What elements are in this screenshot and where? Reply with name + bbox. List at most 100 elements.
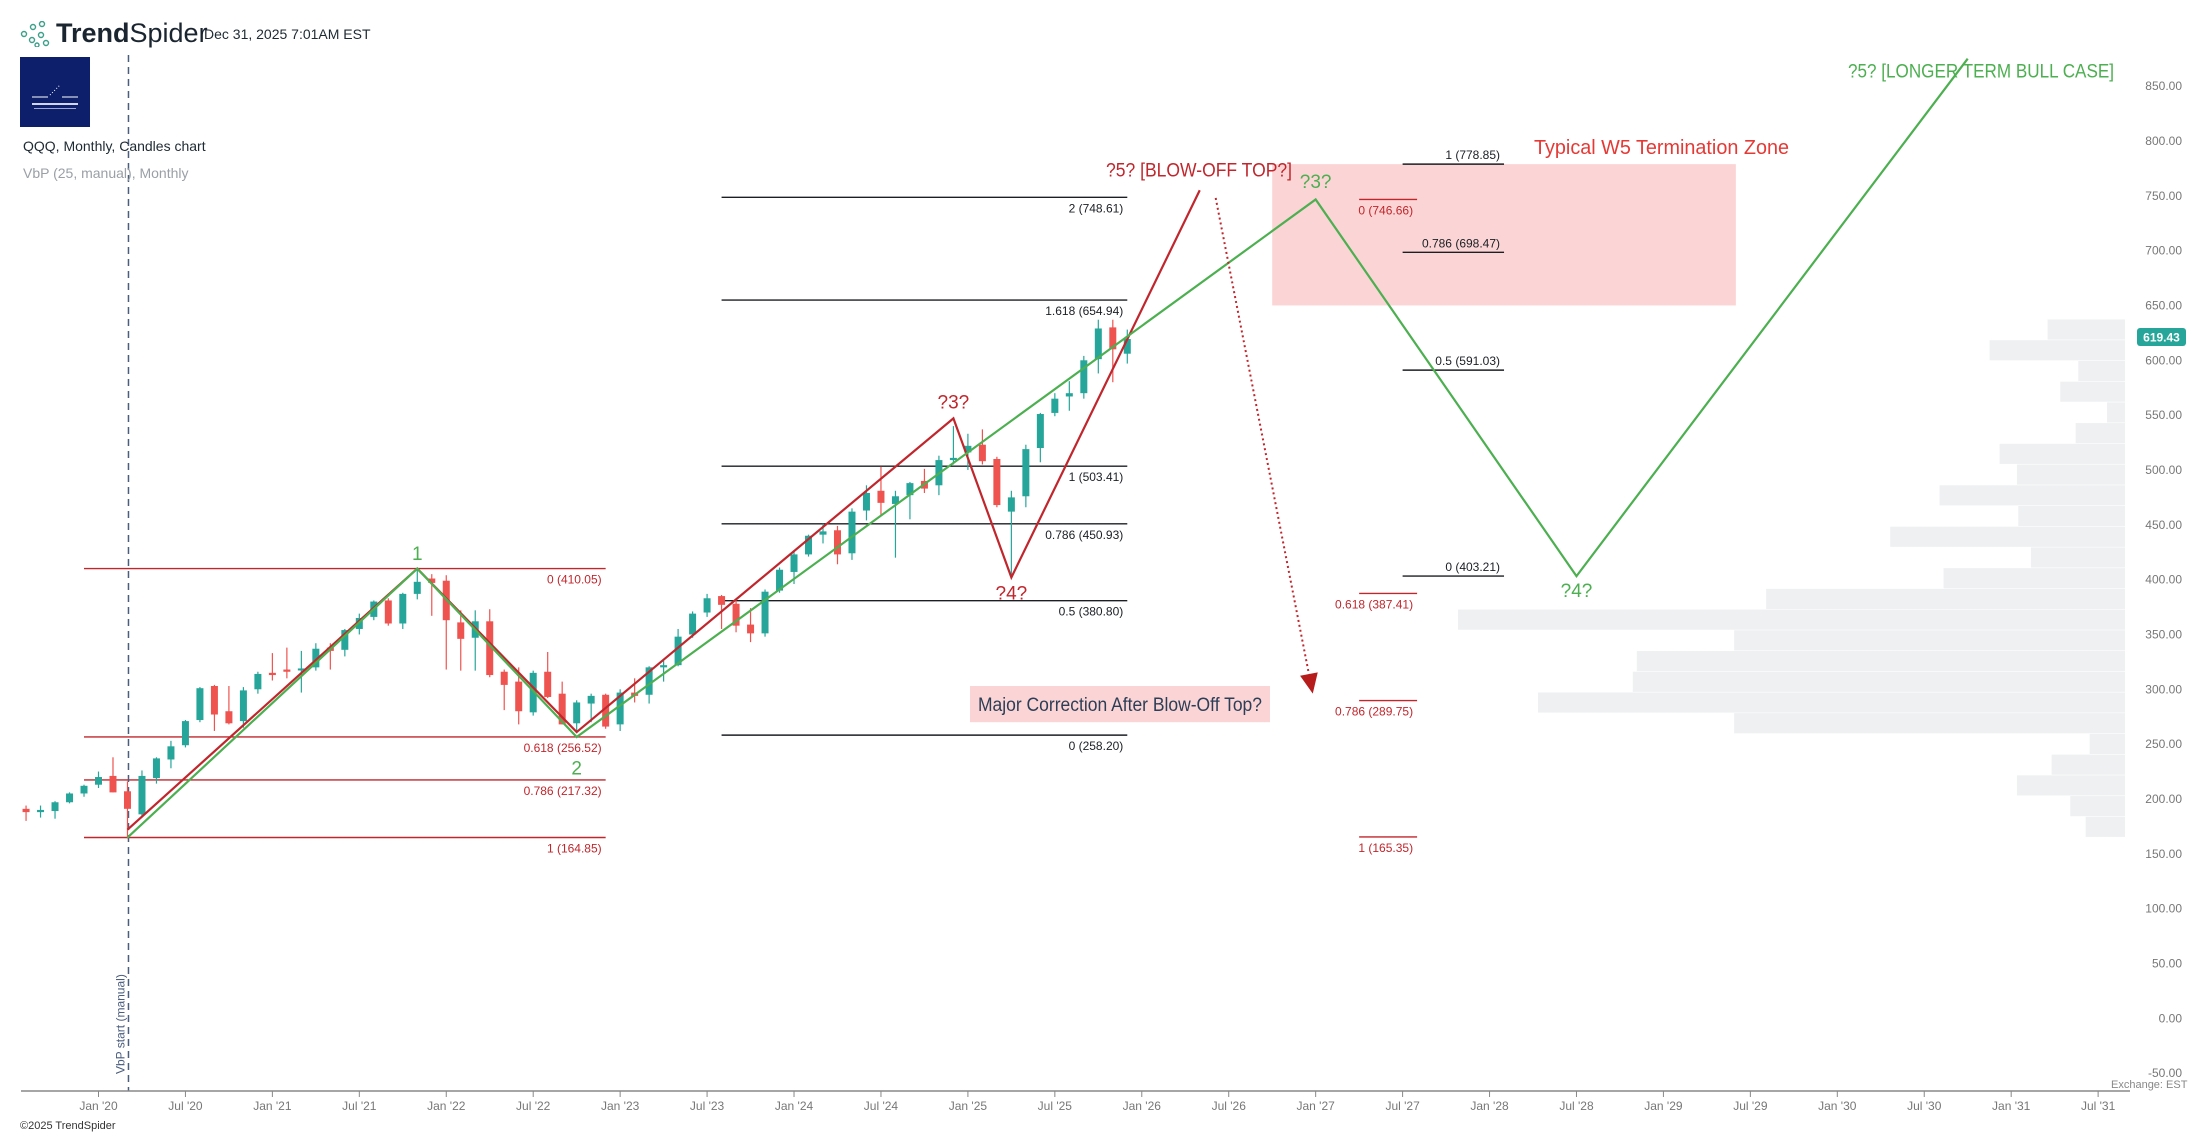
x-tick-label: Jul '22 (516, 1099, 551, 1113)
vbp-bar (2078, 360, 2125, 382)
vbp-bar (2016, 775, 2125, 796)
candle-body (37, 809, 45, 813)
candle-body (428, 578, 436, 583)
candle-body (486, 621, 494, 676)
candle (457, 610, 465, 671)
wave-labels: 1 2 ?3? ?4? ?5? [BLOW-OFF TOP?] ?3? ?4? ?5? [LO… (412, 61, 2114, 779)
candle-body (776, 569, 784, 591)
spider-dots-icon (20, 20, 50, 47)
candle-body (457, 622, 465, 639)
candle-body (732, 603, 740, 626)
x-tick-label: Jul '29 (1733, 1099, 1768, 1113)
fib-level-label: 1 (164.85) (547, 842, 602, 856)
candle-body (152, 758, 160, 779)
candle-body (283, 669, 291, 672)
x-tick-label: Jul '23 (690, 1099, 725, 1113)
indicator-label[interactable]: VbP (25, manual), Monthly (23, 165, 189, 181)
candle-body (544, 671, 552, 697)
y-tick-label: 350.00 (2145, 627, 2182, 641)
correction-arrow-line[interactable] (1214, 197, 1310, 675)
candle-body (747, 624, 755, 634)
candle-body (848, 511, 856, 554)
candle-body (949, 457, 957, 461)
copyright: ©2025 TrendSpider (20, 1120, 116, 1132)
x-tick-label: Jan '23 (601, 1099, 640, 1113)
elliott-wave-lines[interactable] (126, 58, 1969, 839)
wave-label: ?5? [LONGER TERM BULL CASE] (1848, 61, 2114, 82)
zone-label: Typical W5 Termination Zone (1534, 137, 1789, 159)
candle (413, 568, 421, 600)
y-tick-label: 200.00 (2145, 792, 2182, 806)
candle (442, 575, 450, 670)
candle (1022, 444, 1030, 508)
green-wave-path[interactable] (126, 58, 1969, 839)
candle-body (51, 802, 59, 812)
vbp-bar (2030, 547, 2125, 568)
fib-level-label: 0.786 (698.47) (1422, 236, 1500, 250)
x-tick-label: Jan '21 (253, 1099, 292, 1113)
candle (283, 647, 291, 679)
red-wave-path[interactable] (126, 189, 1201, 831)
vbp-bar (2016, 464, 2125, 485)
x-tick-label: Jul '21 (342, 1099, 377, 1113)
x-tick-label: Jul '27 (1385, 1099, 1420, 1113)
y-tick-label: 850.00 (2145, 79, 2182, 93)
candle (1036, 412, 1044, 463)
vbp-bar (2075, 423, 2125, 444)
x-tick-label: Jul '30 (1907, 1099, 1942, 1113)
candle-body (616, 692, 624, 725)
candle-body (500, 671, 508, 685)
x-tick-label: Jan '27 (1296, 1099, 1335, 1113)
candle-body (978, 444, 986, 462)
candle (1094, 319, 1102, 374)
candle (66, 792, 74, 804)
y-tick-label: -50.00 (2148, 1066, 2182, 1080)
y-tick-label: 250.00 (2145, 737, 2182, 751)
y-tick-label: 150.00 (2145, 847, 2182, 861)
candle (210, 684, 218, 731)
candle-body (297, 668, 305, 671)
fib-level-label: 0 (746.66) (1358, 203, 1413, 217)
candle-body (1109, 327, 1117, 350)
candle (833, 525, 841, 565)
candle (587, 693, 595, 723)
candle (500, 669, 508, 711)
candle-body (384, 600, 392, 624)
candle (51, 801, 59, 819)
candle (1051, 393, 1059, 417)
candle-body (964, 445, 972, 453)
last-price-badge: 619.43 (2137, 328, 2186, 346)
candle-body (1065, 393, 1073, 397)
vbp-bar (1632, 671, 2125, 692)
candle-body (181, 721, 189, 746)
candle-body (587, 695, 595, 704)
candle (1065, 381, 1073, 411)
candle (761, 589, 769, 637)
chart-title: QQQ, Monthly, Candles chart (23, 138, 206, 154)
brand-bold: Trend (56, 18, 130, 48)
candle-body (268, 672, 276, 676)
fib-level-label: 0.618 (387.41) (1335, 597, 1413, 611)
candle-body (862, 492, 870, 511)
last-price-value: 619.43 (2143, 331, 2180, 345)
candle-body (1022, 449, 1030, 497)
x-tick-label: Jan '24 (775, 1099, 814, 1113)
vbp-bar (2070, 796, 2125, 817)
fib-level-label: 0.786 (217.32) (524, 784, 602, 798)
candle-body (703, 598, 711, 613)
x-tick-label: Jul '26 (1212, 1099, 1247, 1113)
vbp-bar (1734, 713, 2125, 734)
wave-label: 2 (571, 759, 582, 780)
y-tick-label: 400.00 (2145, 573, 2182, 587)
user-avatar (20, 57, 90, 127)
candle (747, 608, 755, 643)
candle-body (645, 667, 653, 695)
candle-body (312, 648, 320, 668)
y-tick-label: 550.00 (2145, 408, 2182, 422)
candle (254, 671, 262, 694)
candle-body (80, 785, 88, 794)
candle-body (413, 581, 421, 594)
x-tick-label: Jan '20 (79, 1099, 118, 1113)
candle (428, 574, 436, 616)
